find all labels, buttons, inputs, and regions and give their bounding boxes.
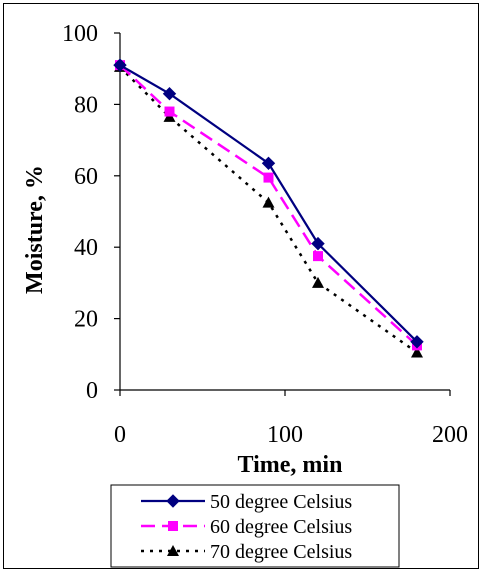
y-tick-label: 60 (74, 164, 98, 190)
legend-entry-60-degree-celsius: 60 degree Celsius (141, 516, 352, 538)
data-point-70-degree-celsius (411, 346, 423, 358)
legend-marker-50-degree-celsius (166, 494, 180, 508)
x-axis-title: Time, min (238, 452, 343, 478)
data-point-50-degree-celsius (162, 86, 177, 101)
legend-box (110, 484, 400, 568)
y-tick-label: 0 (86, 378, 98, 404)
data-point-50-degree-celsius (311, 236, 325, 251)
x-tick-label: 100 (267, 422, 303, 448)
data-point-50-degree-celsius (113, 58, 127, 72)
y-tick-label: 20 (74, 307, 98, 333)
x-tick-label: 200 (432, 422, 468, 448)
series-line-60-degree-celsius (119, 64, 418, 347)
data-point-60-degree-celsius (164, 106, 175, 117)
chart-frame (3, 3, 479, 569)
legend-label-50-degree-celsius: 50 degree Celsius (210, 491, 352, 513)
legend-entry-70-degree-celsius: 70 degree Celsius (141, 541, 352, 563)
legend: 50 degree Celsius 60 degree Celsius 70 deg… (110, 484, 400, 568)
data-point-50-degree-celsius (261, 156, 276, 171)
axes (119, 33, 450, 391)
series-line-70-degree-celsius (119, 66, 418, 354)
series-layer (113, 58, 424, 358)
data-point-60-degree-celsius (263, 172, 274, 183)
series-50-degree-celsius (113, 58, 424, 349)
x-tick-label: 0 (114, 422, 126, 448)
data-point-50-degree-celsius (410, 335, 424, 349)
data-point-70-degree-celsius (262, 196, 275, 208)
y-tick-label: 80 (74, 92, 98, 118)
ticks: 0 20 40 60 80 100 0 100 200 (62, 21, 468, 448)
legend-label-60-degree-celsius: 60 degree Celsius (210, 516, 352, 538)
legend-label-70-degree-celsius: 70 degree Celsius (210, 541, 352, 563)
legend-marker-60-degree-celsius (168, 521, 178, 531)
y-tick-label: 100 (62, 21, 98, 47)
y-axis-title: Moisture, % (22, 165, 48, 294)
data-point-70-degree-celsius (312, 276, 324, 288)
data-point-60-degree-celsius (313, 251, 323, 262)
series-70-degree-celsius (114, 60, 423, 358)
legend-marker-70-degree-celsius (167, 545, 179, 556)
y-tick-label: 40 (74, 235, 98, 261)
legend-entry-50-degree-celsius: 50 degree Celsius (141, 491, 352, 513)
